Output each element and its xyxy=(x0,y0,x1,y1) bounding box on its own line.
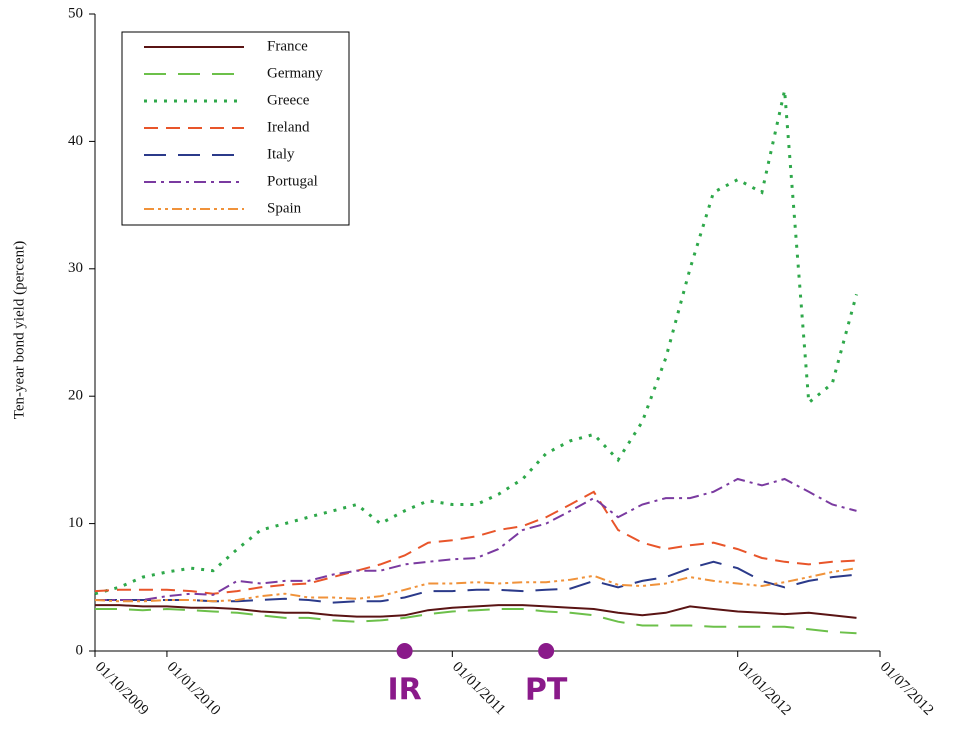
y-tick-label: 30 xyxy=(68,260,83,276)
legend-label: Spain xyxy=(267,200,302,216)
y-tick-label: 20 xyxy=(68,388,83,404)
x-tick-label: 01/01/2011 xyxy=(449,659,508,718)
y-tick-label: 0 xyxy=(76,642,84,658)
y-tick-label: 40 xyxy=(68,133,83,149)
x-tick-label: 01/07/2012 xyxy=(877,659,937,719)
series-line xyxy=(95,562,857,603)
annotation-dot xyxy=(538,643,554,659)
y-tick-label: 50 xyxy=(68,5,83,21)
annotation-label: PT xyxy=(525,673,568,708)
x-tick-label: 01/10/2009 xyxy=(92,659,152,719)
annotation-label: IR xyxy=(387,673,421,708)
x-tick-label: 01/01/2012 xyxy=(734,659,794,719)
x-tick-label: 01/01/2010 xyxy=(164,659,224,719)
series-line xyxy=(95,492,857,594)
series-line xyxy=(95,479,857,600)
y-tick-label: 10 xyxy=(68,515,83,531)
legend-label: Germany xyxy=(267,65,323,81)
legend-label: Italy xyxy=(267,146,295,162)
legend-label: Portugal xyxy=(267,173,318,189)
annotation-dot xyxy=(397,643,413,659)
legend-label: Ireland xyxy=(267,119,310,135)
chart: Ten-year bond yield (percent) 0 10 20 30 40 5… xyxy=(0,0,967,753)
y-axis-label: Ten-year bond yield (percent) xyxy=(11,241,27,419)
legend-label: Greece xyxy=(267,92,310,108)
series-line xyxy=(95,568,857,601)
legend-label: France xyxy=(267,38,308,54)
